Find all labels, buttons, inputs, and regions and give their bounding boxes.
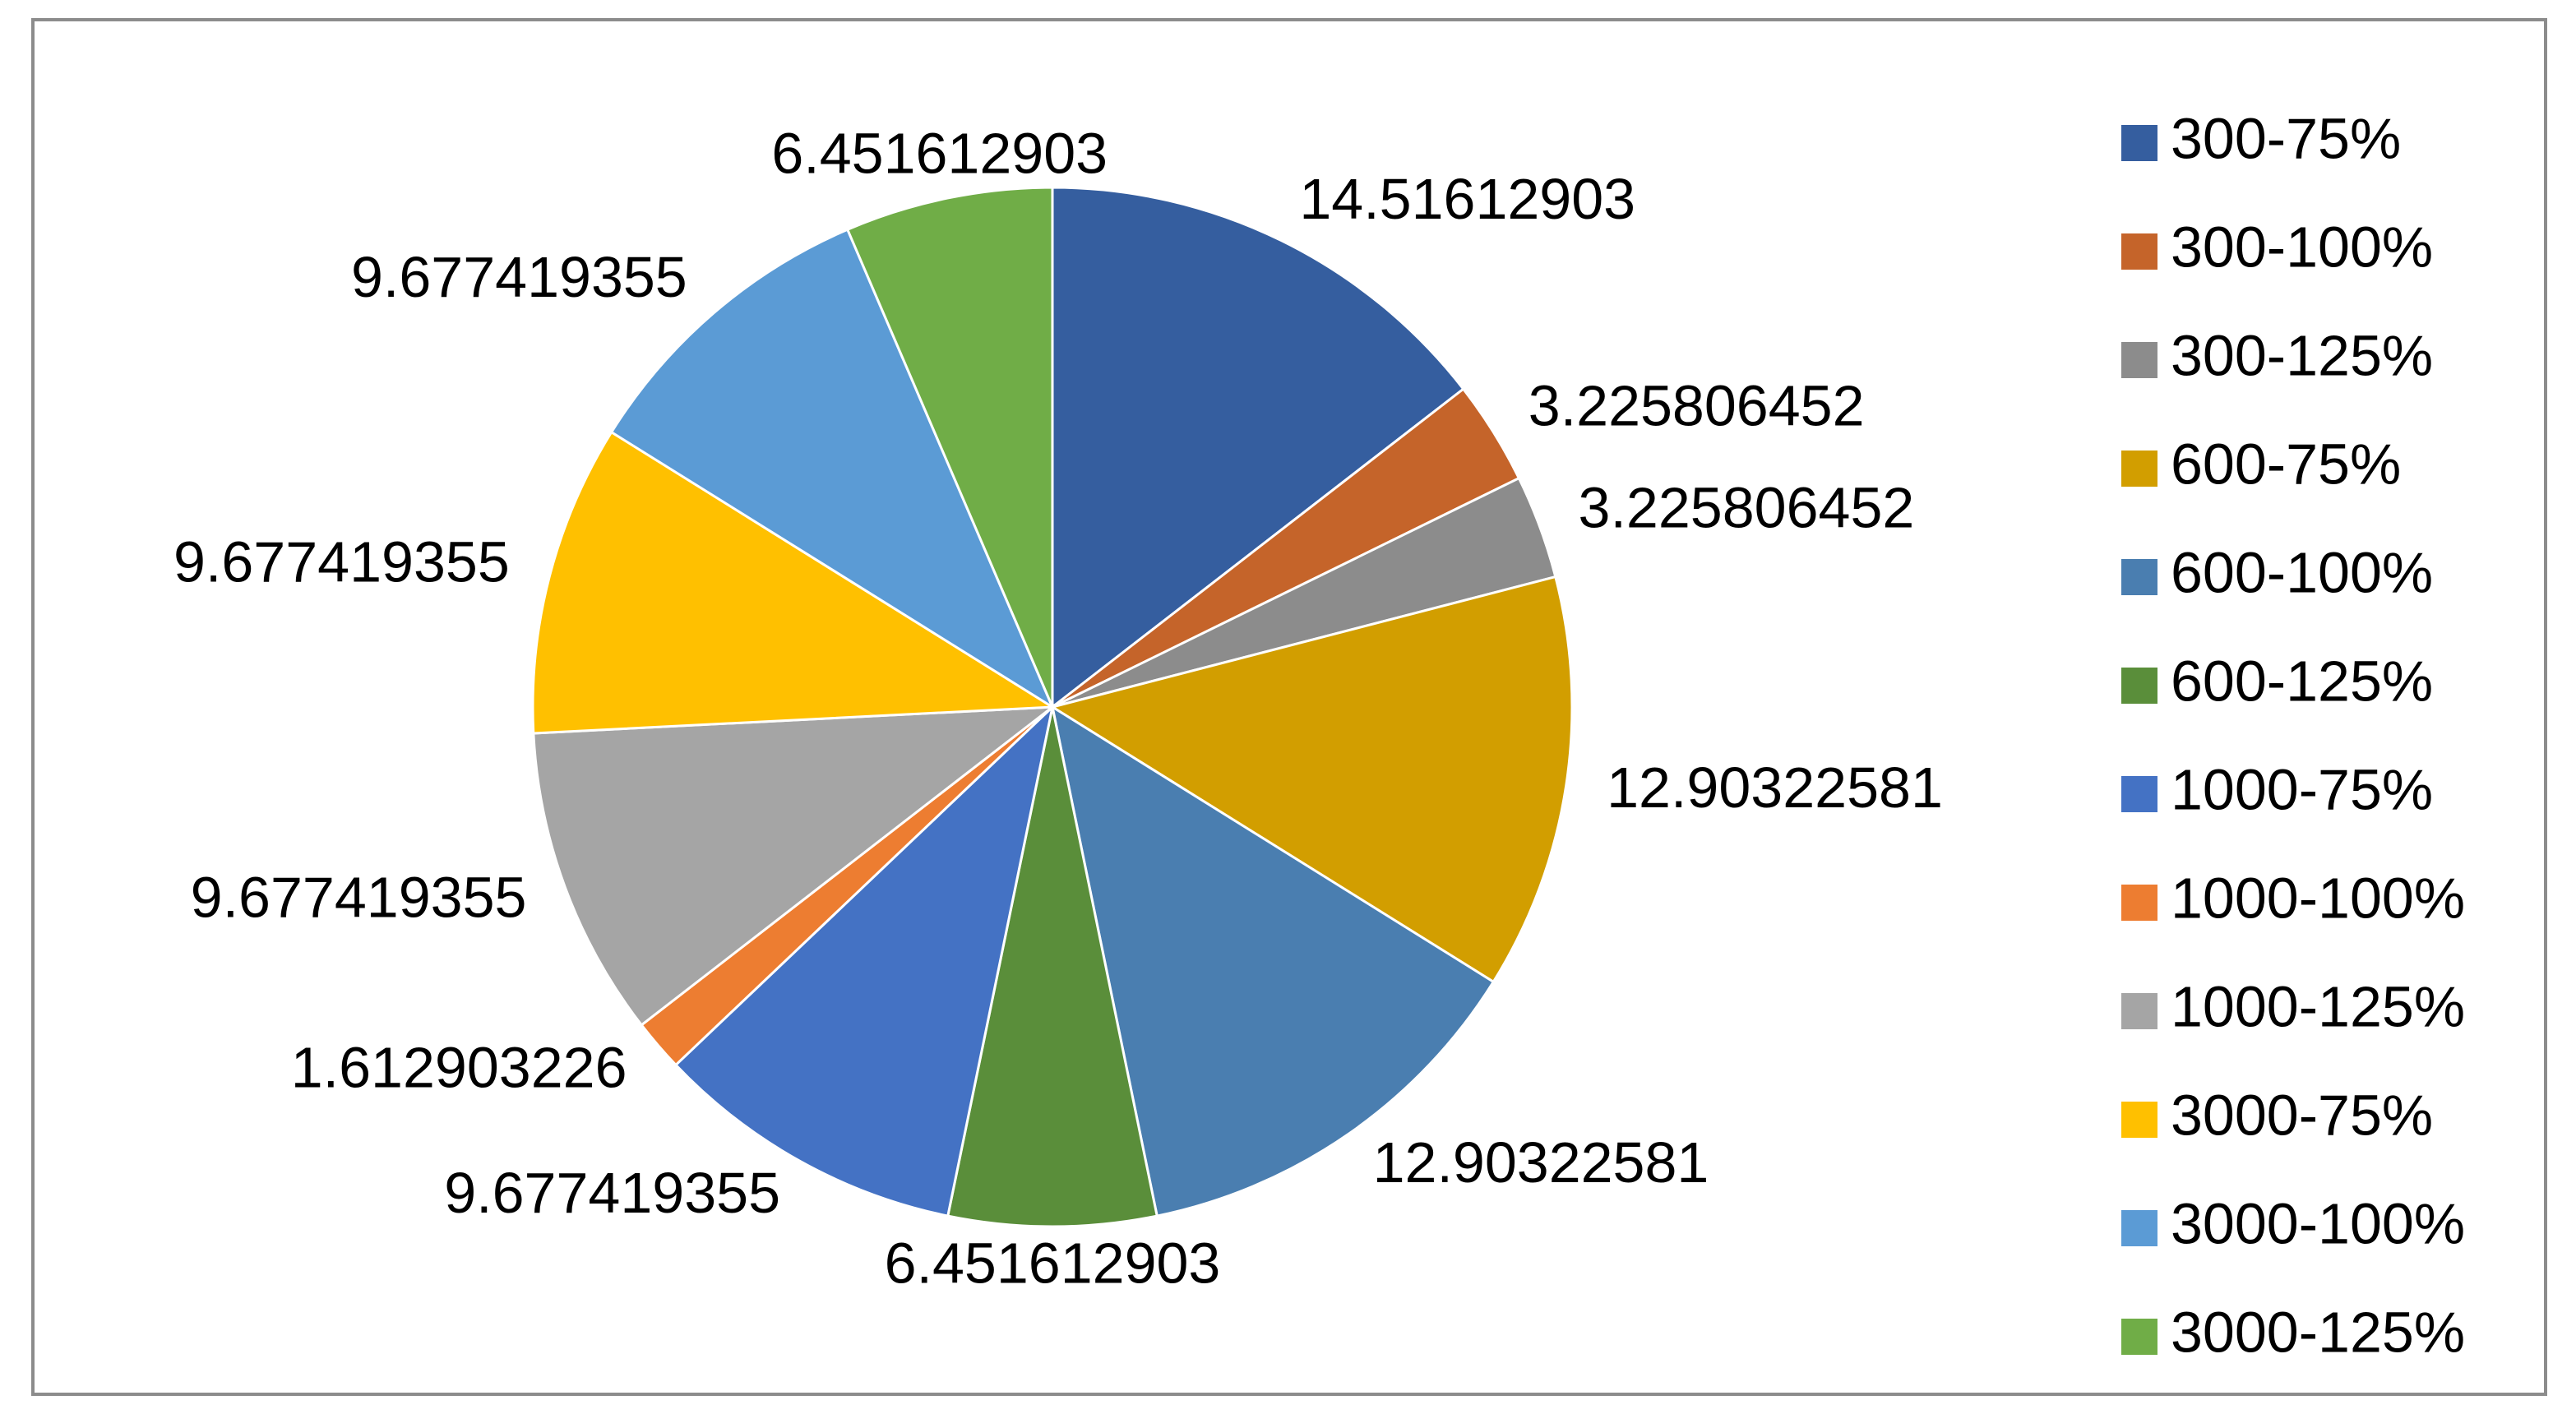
- legend-swatch: [2121, 451, 2157, 487]
- pie-slice: [532, 705, 1057, 1027]
- legend-swatch: [2121, 559, 2157, 595]
- legend-label: 1000-125%: [2171, 974, 2465, 1038]
- pie-slice: [946, 706, 1159, 1228]
- legend-label: 300-125%: [2171, 323, 2433, 387]
- data-label: 14.51612903: [1299, 167, 1635, 231]
- legend-swatch: [2121, 885, 2157, 921]
- data-label: 3.225806452: [1579, 476, 1915, 540]
- pie-slice: [1050, 704, 1496, 1218]
- data-label: 1.612903226: [291, 1036, 627, 1100]
- pie-slice: [531, 430, 1057, 735]
- data-label: 9.677419355: [351, 245, 687, 309]
- legend-swatch: [2121, 993, 2157, 1029]
- legend-swatch: [2121, 776, 2157, 812]
- data-label: 6.451612903: [771, 121, 1108, 185]
- data-label: 9.677419355: [191, 865, 527, 929]
- legend-swatch: [2121, 1319, 2157, 1355]
- pie-slice: [1051, 186, 1465, 710]
- data-label: 12.90322581: [1607, 756, 1943, 820]
- pie-slice: [1049, 575, 1574, 984]
- legend-label: 3000-125%: [2171, 1300, 2465, 1364]
- legend-label: 3000-75%: [2171, 1083, 2433, 1147]
- legend-label: 600-100%: [2171, 540, 2433, 604]
- legend-label: 1000-100%: [2171, 866, 2465, 930]
- legend-label: 1000-75%: [2171, 757, 2433, 821]
- legend-swatch: [2121, 668, 2157, 704]
- legend-label: 3000-100%: [2171, 1191, 2465, 1255]
- data-label: 3.225806452: [1528, 374, 1865, 438]
- legend-swatch: [2121, 125, 2157, 161]
- data-label: 9.677419355: [444, 1161, 780, 1225]
- legend-label: 600-75%: [2171, 432, 2401, 496]
- pie-slice: [609, 228, 1056, 710]
- legend-label: 300-75%: [2171, 106, 2401, 170]
- legend-swatch: [2121, 342, 2157, 378]
- pie-slice: [845, 186, 1054, 708]
- legend-swatch: [2121, 1102, 2157, 1138]
- pie-slice: [673, 703, 1055, 1218]
- data-label: 9.677419355: [173, 530, 510, 594]
- data-label: 6.451612903: [885, 1231, 1221, 1295]
- data-label: 12.90322581: [1373, 1130, 1709, 1195]
- legend-label: 300-100%: [2171, 215, 2433, 279]
- legend-swatch: [2121, 233, 2157, 270]
- legend-swatch: [2121, 1210, 2157, 1246]
- legend-label: 600-125%: [2171, 649, 2433, 713]
